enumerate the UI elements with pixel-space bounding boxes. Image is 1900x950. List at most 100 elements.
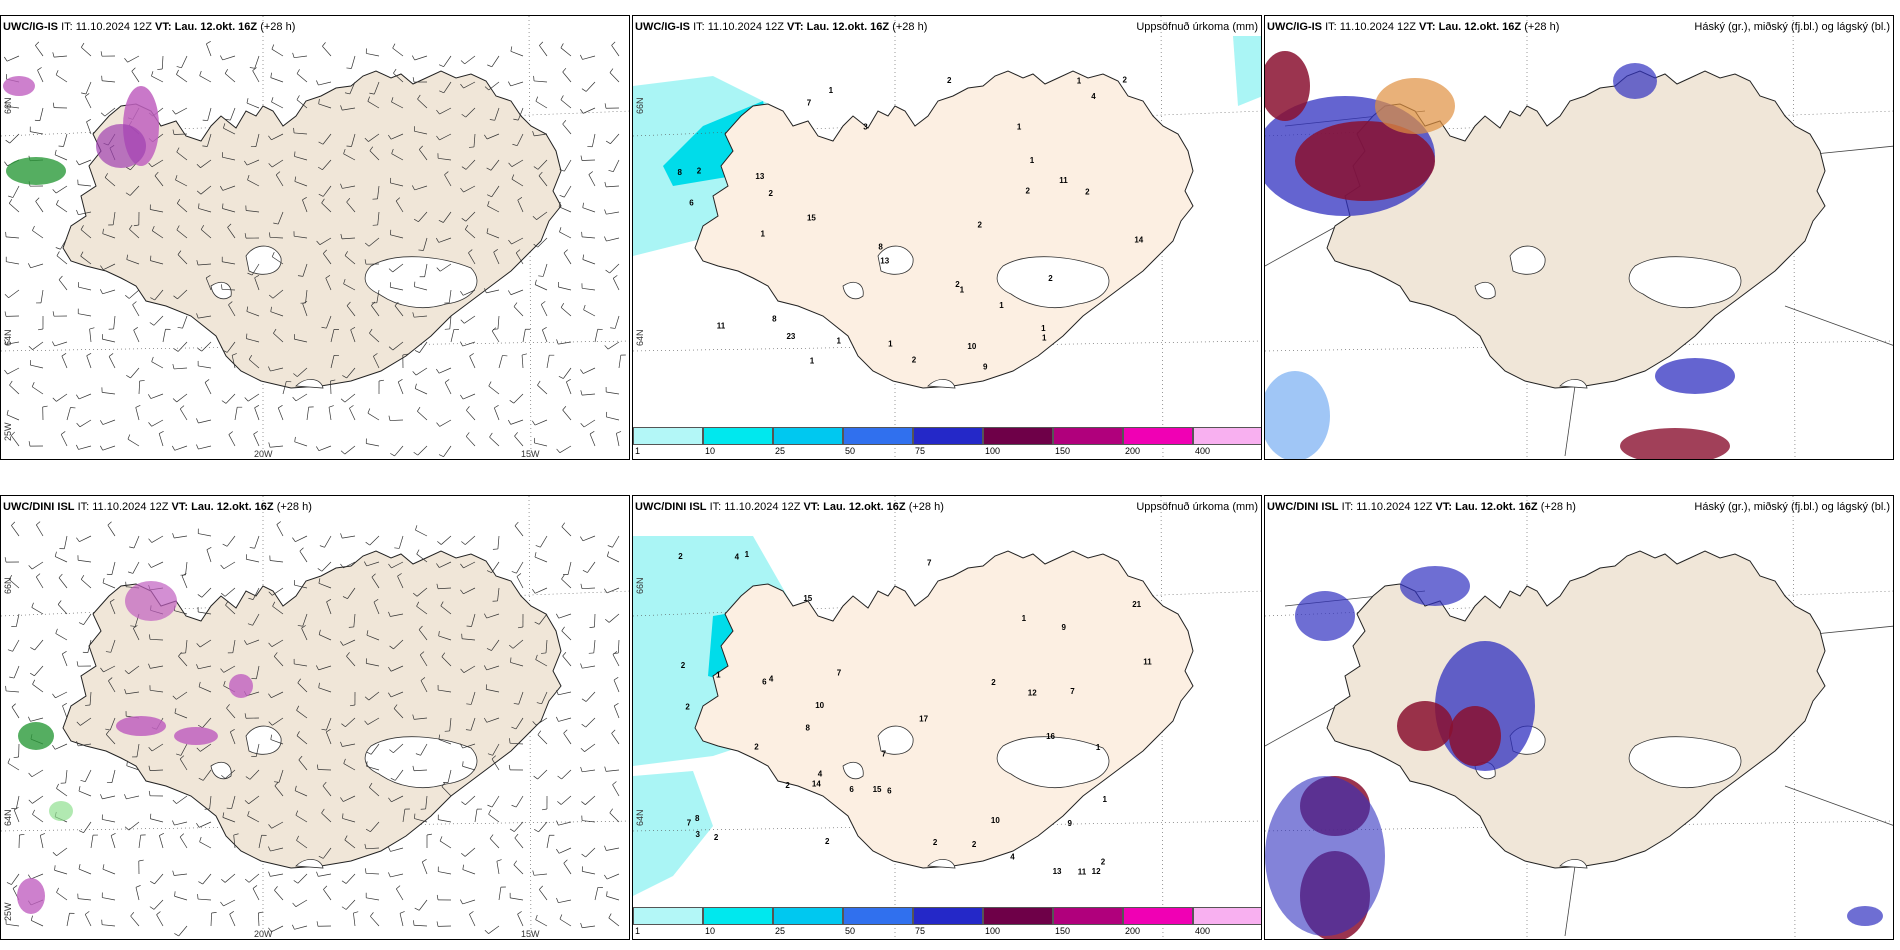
wind-barb	[294, 151, 308, 161]
wind-barb	[606, 411, 620, 421]
precip-value-label: 11	[1059, 176, 1068, 185]
iceland-map	[1265, 16, 1893, 459]
wind-barb	[154, 171, 164, 187]
wind-barb	[54, 551, 68, 563]
wind-barb	[28, 561, 44, 570]
colorbar-cell	[983, 427, 1053, 445]
wind-barb	[76, 209, 92, 216]
wind-barb	[486, 228, 500, 239]
panel-unit: Háský (gr.), miðský (fj.bl.) og lágský (…	[1694, 21, 1890, 33]
wind-barb	[11, 795, 20, 810]
precip-value-label: 1	[760, 230, 765, 239]
precip-value-label: 21	[1132, 600, 1141, 609]
wind-barb	[492, 535, 500, 550]
wind-barb	[412, 77, 428, 83]
wind-barb	[604, 845, 620, 851]
wind-barb	[108, 315, 116, 330]
wind-barb	[124, 55, 140, 63]
colorbar-cell	[1053, 427, 1123, 445]
wind-barb	[415, 525, 428, 537]
wind-barb	[172, 795, 188, 804]
colorbar-cell	[633, 907, 703, 925]
wind-barb	[318, 629, 332, 641]
wind-barb	[539, 885, 548, 901]
wind-barb	[101, 892, 116, 901]
wind-barb	[61, 353, 68, 369]
wind-barb	[508, 289, 524, 296]
precip-patch	[116, 716, 166, 736]
wind-barb	[559, 185, 572, 198]
precip-patch	[125, 581, 177, 621]
wind-barb	[604, 766, 620, 772]
wind-barb	[512, 133, 524, 146]
wind-barb	[298, 755, 308, 771]
wind-barb	[563, 249, 572, 265]
wind-barb	[219, 185, 236, 191]
wind-barb	[100, 107, 116, 117]
precip-value-label: 3	[696, 830, 701, 839]
wind-barb	[206, 546, 212, 563]
wind-barb	[559, 914, 572, 927]
wind-barb	[296, 705, 308, 719]
wind-barb	[344, 835, 356, 849]
colorbar: 1 10 25 50 75 100 150 200 400	[633, 907, 1261, 939]
precip-value-label: 13	[755, 172, 764, 181]
precip-value-label: 11	[717, 322, 726, 331]
wind-barb	[341, 899, 356, 910]
wind-barb	[172, 870, 188, 876]
colorbar-cell	[843, 907, 913, 925]
wind-barb	[126, 760, 140, 771]
wind-barb	[196, 260, 212, 266]
wind-barb	[364, 259, 380, 265]
wind-barb	[556, 445, 572, 454]
wind-barb	[541, 795, 548, 811]
wind-barb	[580, 583, 596, 590]
wind-barb	[618, 354, 626, 369]
wind-barb	[133, 327, 140, 343]
glacier	[1559, 379, 1588, 389]
colorbar-label: 200	[1125, 446, 1141, 456]
wind-barb	[204, 795, 212, 810]
wind-barb	[509, 738, 524, 745]
wind-barb	[272, 601, 284, 615]
wind-barb	[90, 834, 98, 849]
precip-value-label: 23	[786, 332, 795, 341]
wind-barb	[340, 741, 356, 747]
colorbar-cell	[1053, 907, 1123, 925]
wind-barb	[390, 177, 404, 187]
wind-barb	[157, 55, 164, 70]
wind-barb	[66, 407, 76, 421]
wind-barb	[271, 44, 284, 57]
wind-barb	[344, 251, 356, 265]
wind-barb	[84, 911, 92, 927]
wind-barb	[466, 613, 476, 627]
precip-value-label: 2	[825, 837, 830, 846]
wind-barb	[562, 119, 572, 135]
lat-label: 64N	[635, 809, 645, 826]
region-line	[1784, 785, 1893, 826]
glacier	[364, 736, 478, 789]
precip-value-label: 7	[927, 559, 932, 568]
wind-barb	[268, 159, 284, 168]
wind-barb	[5, 685, 20, 693]
wind-barb	[561, 574, 572, 589]
wind-barb	[388, 415, 404, 421]
wind-barb	[246, 333, 260, 343]
wind-barb	[393, 704, 404, 719]
wind-barb	[292, 52, 308, 59]
wind-barb	[316, 237, 332, 246]
wind-barb	[89, 327, 95, 343]
wind-barb	[443, 769, 452, 784]
wind-barb	[556, 820, 572, 826]
wind-barb	[365, 535, 380, 546]
precip-patch	[49, 801, 73, 821]
cloud-area	[1655, 358, 1735, 394]
wind-barb	[273, 328, 284, 343]
wind-barb	[172, 363, 188, 370]
colorbar-label: 400	[1195, 446, 1211, 456]
wind-barb	[419, 145, 428, 161]
wind-barb	[205, 275, 212, 291]
wind-barb	[604, 103, 620, 109]
precip-value-label: 7	[687, 819, 692, 828]
wind-barb	[366, 743, 380, 755]
